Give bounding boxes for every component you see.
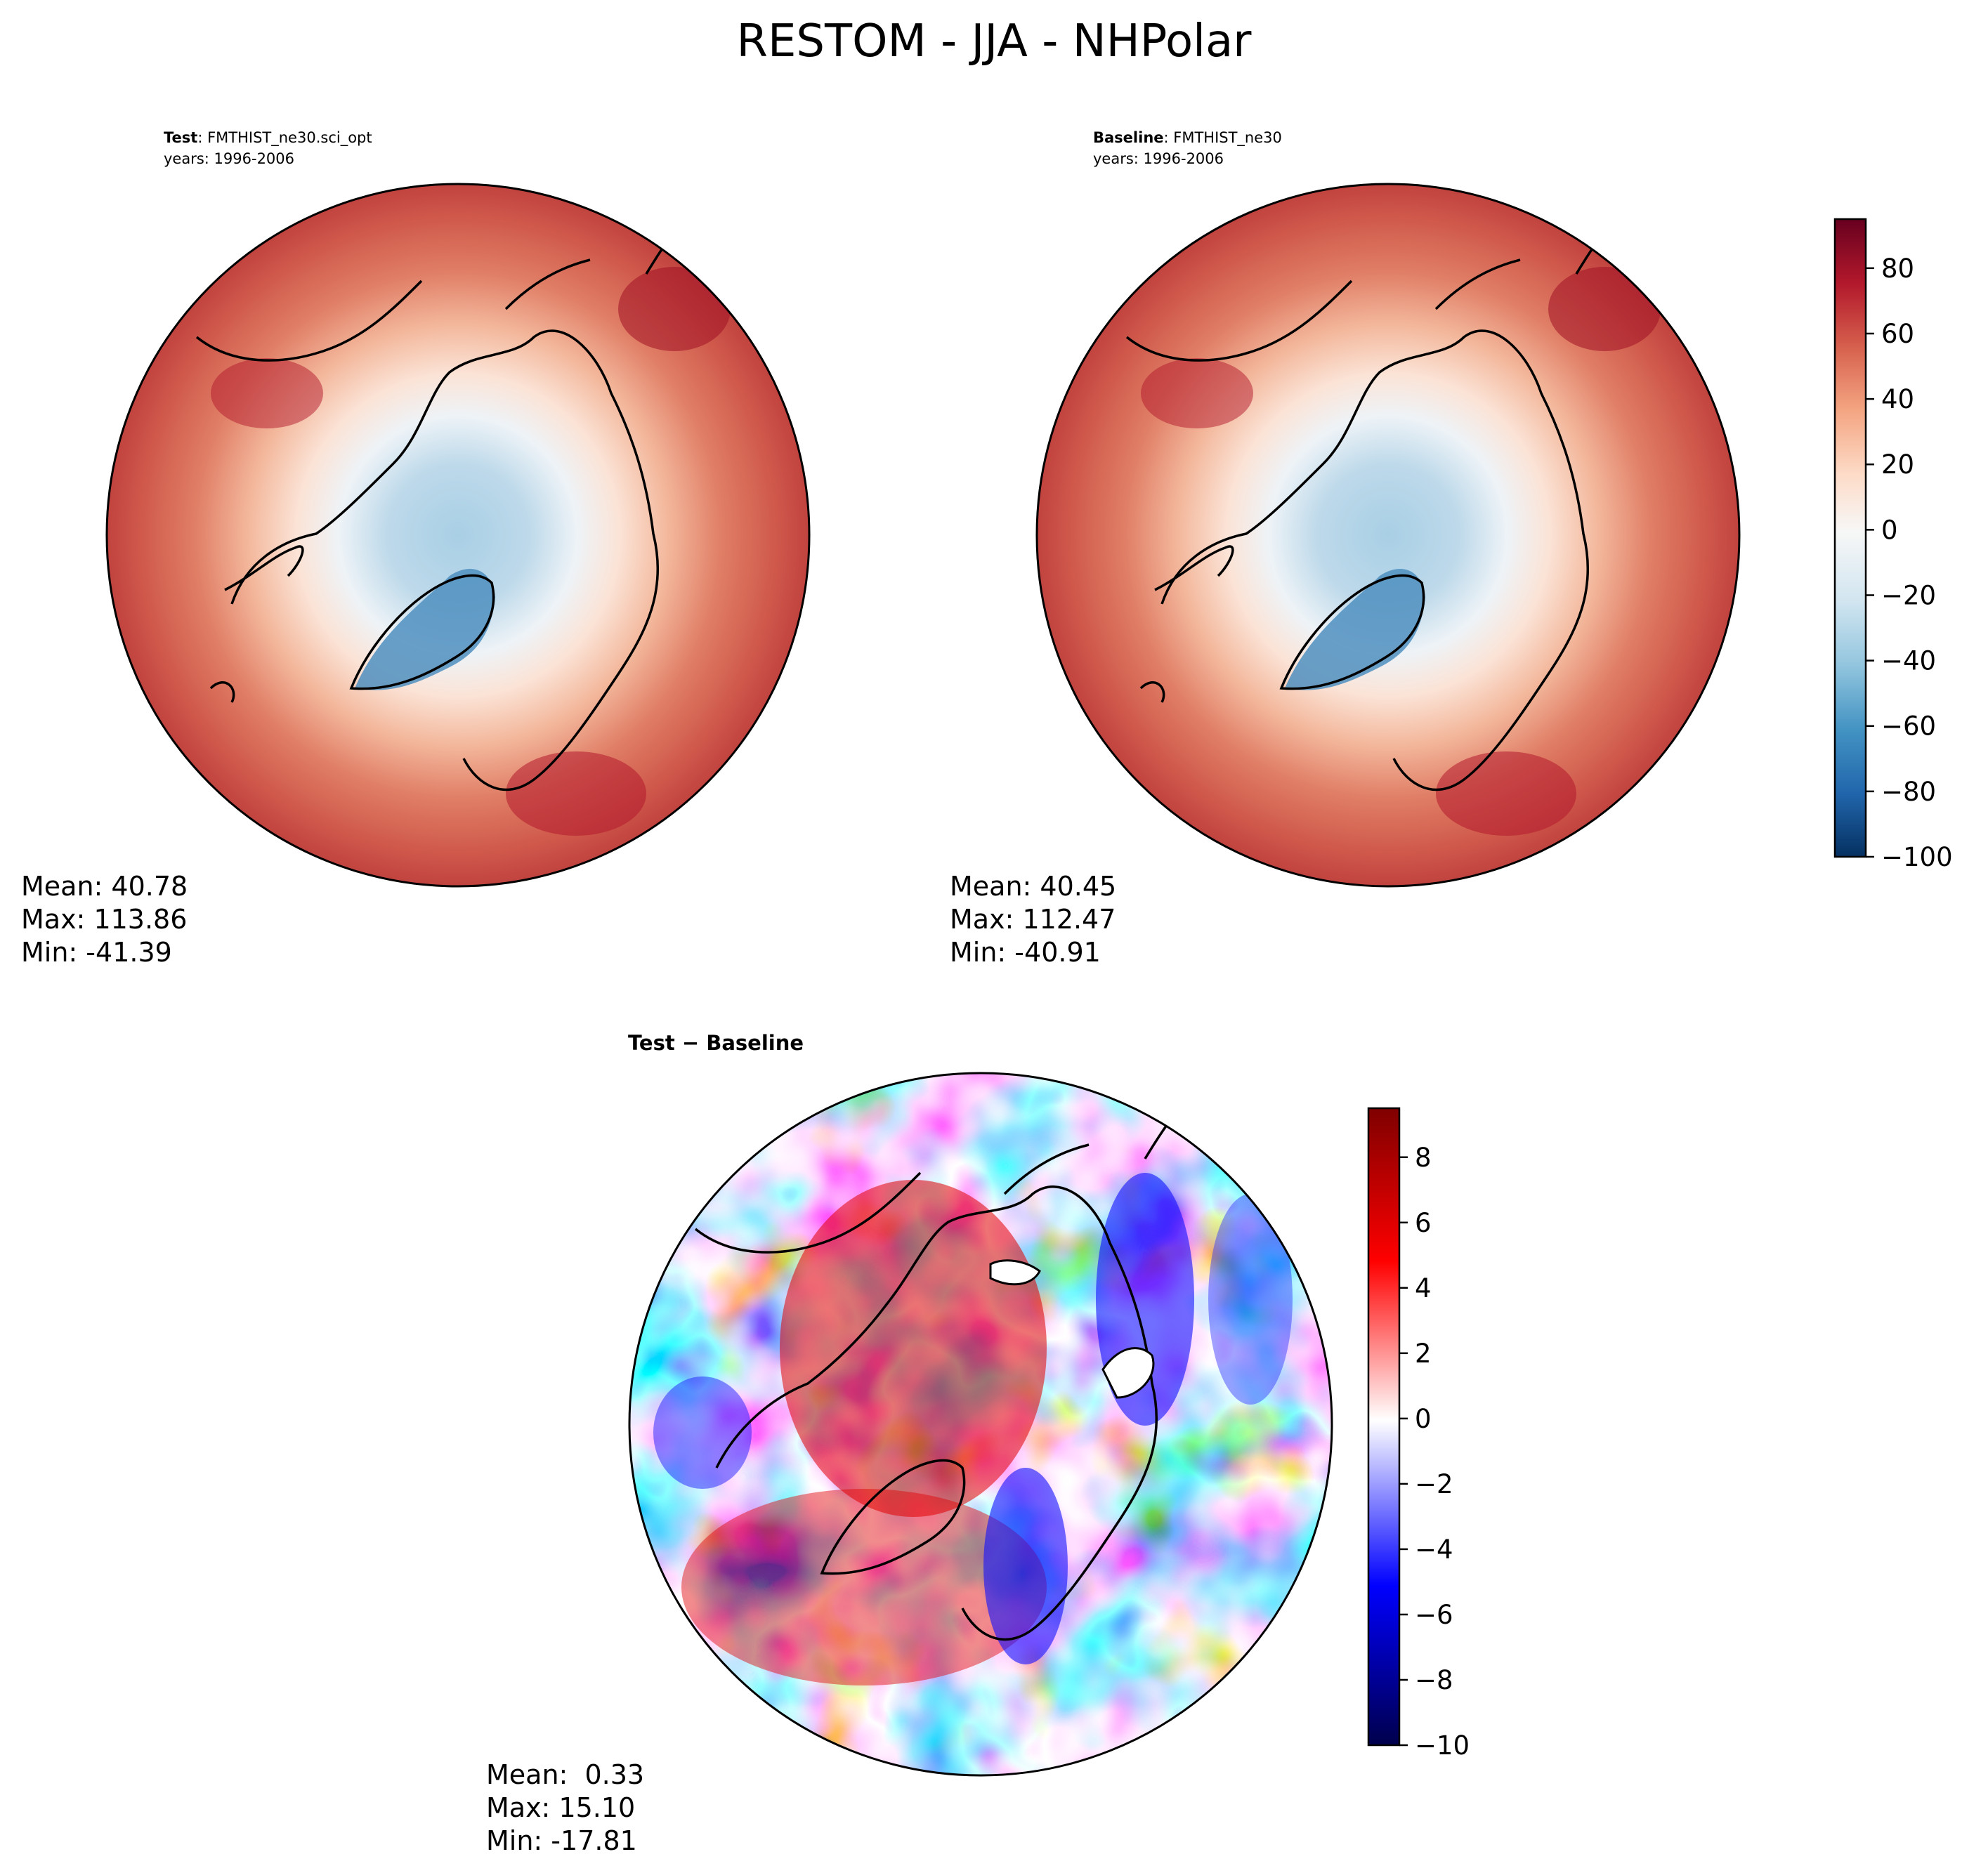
colorbar-main-tick-label: 80 bbox=[1881, 254, 1914, 284]
colorbar-diff-tick-label: 4 bbox=[1415, 1273, 1432, 1303]
colorbar-main-bar bbox=[1833, 218, 1867, 858]
panel-baseline-label: Baseline: FMTHIST_ne30 bbox=[1093, 129, 1282, 147]
colorbar-diff-ticks: 8 6 4 2 0 −2 −4 −6 −8 −10 bbox=[1399, 1143, 1470, 1761]
colorbar-diff-tick-label: 8 bbox=[1415, 1143, 1432, 1173]
panel-baseline-map bbox=[1037, 184, 1739, 886]
colorbar-main-tick-label: 60 bbox=[1881, 319, 1914, 349]
panel-test-mean: Mean: 40.78 bbox=[21, 871, 188, 902]
colorbar-main-tick-label: −20 bbox=[1881, 580, 1936, 610]
panel-baseline-label-bold: Baseline bbox=[1093, 129, 1164, 146]
colorbar-diff-tick-label: −6 bbox=[1415, 1600, 1453, 1630]
panel-baseline-years: years: 1996-2006 bbox=[1093, 150, 1224, 167]
colorbar-diff: 8 6 4 2 0 −2 −4 −6 −8 −10 bbox=[1367, 1107, 1470, 1761]
colorbar-main-tick-label: 20 bbox=[1881, 449, 1914, 480]
colorbar-main-tick-label: −100 bbox=[1881, 842, 1953, 872]
panel-diff-boundary bbox=[628, 1072, 1333, 1777]
colorbar-diff-tick-label: 2 bbox=[1415, 1339, 1432, 1369]
figure-title: RESTOM - JJA - NHPolar bbox=[737, 15, 1253, 67]
panel-diff-max: Max: 15.10 bbox=[486, 1792, 635, 1823]
panel-diff-label: Test − Baseline bbox=[628, 1031, 804, 1055]
panel-baseline-min: Min: -40.91 bbox=[950, 937, 1101, 968]
panel-test-years: years: 1996-2006 bbox=[164, 150, 294, 167]
colorbar-main-ticks: 80 60 40 20 0 −20 −40 −60 −80 −100 bbox=[1866, 254, 1953, 872]
panel-test: Test: FMTHIST_ne30.sci_opt years: 1996-2… bbox=[21, 129, 811, 968]
colorbar-diff-tick-label: 0 bbox=[1415, 1404, 1432, 1434]
panel-test-map bbox=[107, 184, 809, 886]
colorbar-main: 80 60 40 20 0 −20 −40 −60 −80 −100 bbox=[1833, 218, 1953, 872]
colorbar-diff-tick-label: −2 bbox=[1415, 1469, 1453, 1499]
colorbar-main-tick-label: 0 bbox=[1881, 515, 1898, 545]
panel-test-min: Min: -41.39 bbox=[21, 937, 172, 968]
panel-test-label: Test: FMTHIST_ne30.sci_opt bbox=[164, 129, 372, 147]
colorbar-diff-tick-label: −4 bbox=[1415, 1534, 1453, 1565]
panel-baseline-boundary bbox=[1035, 183, 1741, 888]
panel-test-max: Max: 113.86 bbox=[21, 904, 187, 935]
colorbar-main-tick-label: 40 bbox=[1881, 384, 1914, 414]
panel-baseline: Baseline: FMTHIST_ne30 years: 1996-2006 … bbox=[950, 129, 1741, 968]
colorbar-diff-tick-label: −10 bbox=[1415, 1730, 1470, 1761]
panel-diff-map bbox=[629, 1073, 1332, 1775]
colorbar-main-tick-label: −80 bbox=[1881, 777, 1936, 807]
panel-test-boundary bbox=[105, 183, 811, 888]
panel-diff-min: Min: -17.81 bbox=[486, 1825, 637, 1856]
panel-baseline-label-rest: : FMTHIST_ne30 bbox=[1164, 129, 1282, 147]
panel-test-label-bold: Test bbox=[164, 129, 197, 146]
panel-test-label-rest: : FMTHIST_ne30.sci_opt bbox=[197, 129, 372, 147]
panel-baseline-max: Max: 112.47 bbox=[950, 904, 1116, 935]
colorbar-diff-bar bbox=[1367, 1107, 1401, 1747]
panel-diff-mean: Mean: 0.33 bbox=[486, 1759, 644, 1790]
colorbar-diff-tick-label: −8 bbox=[1415, 1665, 1453, 1695]
panel-baseline-mean: Mean: 40.45 bbox=[950, 871, 1116, 902]
colorbar-main-tick-label: −60 bbox=[1881, 711, 1936, 742]
panel-diff: Test − Baseline Mean: 0.33 Max: 15.10 Mi… bbox=[486, 1031, 1333, 1856]
colorbar-diff-tick-label: 6 bbox=[1415, 1208, 1432, 1238]
colorbar-main-tick-label: −40 bbox=[1881, 646, 1936, 676]
